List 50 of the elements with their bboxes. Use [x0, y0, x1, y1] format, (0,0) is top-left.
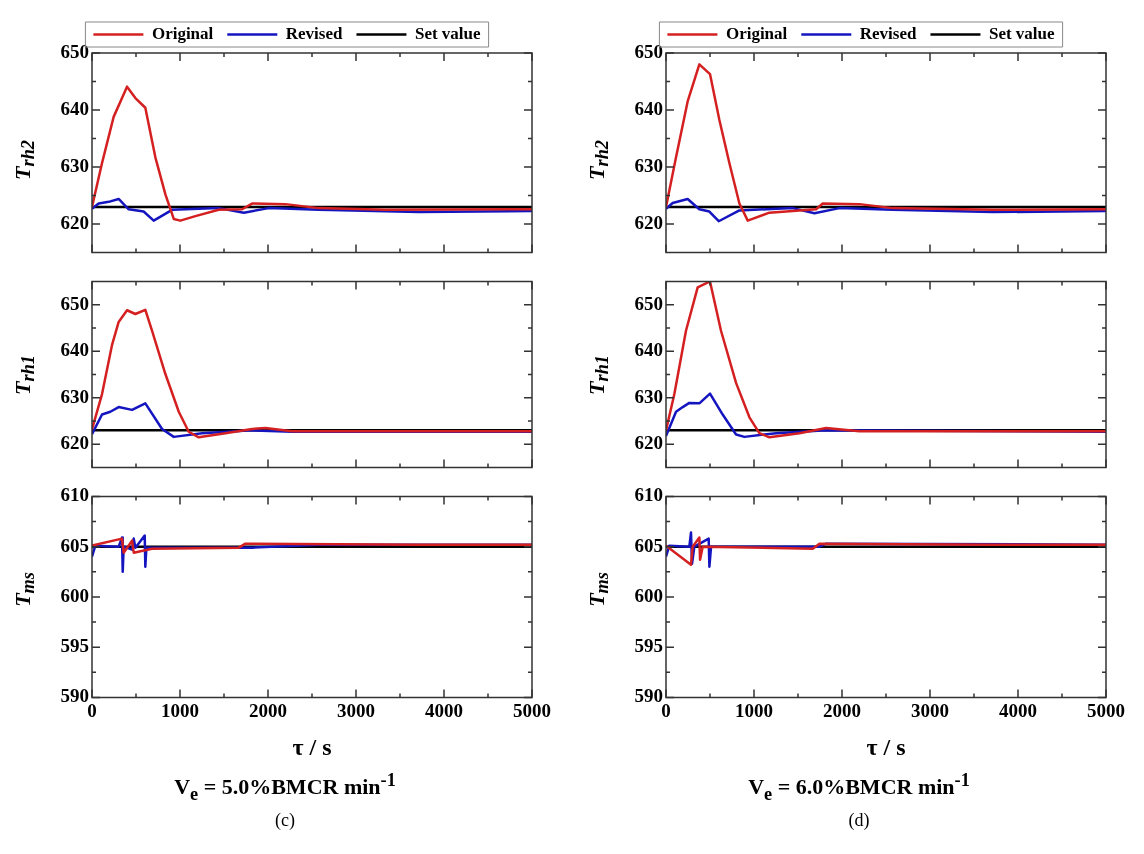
x-tick-label: 0: [661, 699, 671, 721]
text: (d): [847, 808, 871, 832]
y-tick-label: 610: [634, 484, 663, 506]
x-tick-label: 5000: [1087, 699, 1125, 721]
x-tick-label: 1000: [161, 699, 199, 721]
y-tick-label: 640: [634, 97, 663, 119]
y-tick-label: 595: [634, 635, 663, 657]
y-tick-label: 650: [60, 292, 89, 314]
y-tick-label: 620: [634, 432, 663, 454]
legend-label: Set value: [988, 23, 1056, 43]
y-tick-label: 650: [60, 40, 89, 62]
y-tick-label: 630: [634, 385, 663, 407]
y-tick-label: 595: [60, 635, 89, 657]
y-tick-label: 640: [60, 339, 89, 361]
legend-label: Original: [725, 23, 788, 43]
x-tick-label: 1000: [735, 699, 773, 721]
y-tick-label: 605: [60, 534, 89, 556]
text: V$_{e}$ = 6.0%BMCR min$^{-1}$: [747, 769, 971, 806]
legend-label: Revised: [285, 23, 344, 43]
x-tick-label: 2000: [249, 699, 287, 721]
y-tick-label: 650: [634, 292, 663, 314]
y-tick-label: 600: [634, 584, 663, 606]
text: V$_{e}$ = 5.0%BMCR min$^{-1}$: [173, 769, 397, 806]
x-tick-label: 3000: [337, 699, 375, 721]
x-tick-label: 4000: [999, 699, 1037, 721]
y-tick-label: 590: [634, 685, 663, 707]
y-tick-label: 620: [60, 211, 89, 233]
legend-label: Revised: [859, 23, 918, 43]
y-tick-label: 610: [60, 484, 89, 506]
y-tick-label: 650: [634, 40, 663, 62]
x-tick-label: 4000: [425, 699, 463, 721]
y-tick-label: 620: [634, 211, 663, 233]
y-tick-label: 630: [634, 154, 663, 176]
legend-label: Original: [151, 23, 214, 43]
y-tick-label: 620: [60, 432, 89, 454]
y-tick-label: 630: [60, 385, 89, 407]
y-tick-label: 605: [634, 534, 663, 556]
text: (c): [274, 808, 296, 832]
x-tick-label: 0: [87, 699, 97, 721]
y-tick-label: 640: [634, 339, 663, 361]
y-tick-label: 590: [60, 685, 89, 707]
legend-label: Set value: [414, 23, 482, 43]
y-tick-label: 600: [60, 584, 89, 606]
y-tick-label: 630: [60, 154, 89, 176]
x-tick-label: 5000: [513, 699, 551, 721]
x-tick-label: 3000: [911, 699, 949, 721]
x-axis-title: τ / s: [292, 733, 332, 760]
x-axis-title: τ / s: [866, 733, 906, 760]
x-tick-label: 2000: [823, 699, 861, 721]
y-tick-label: 640: [60, 97, 89, 119]
